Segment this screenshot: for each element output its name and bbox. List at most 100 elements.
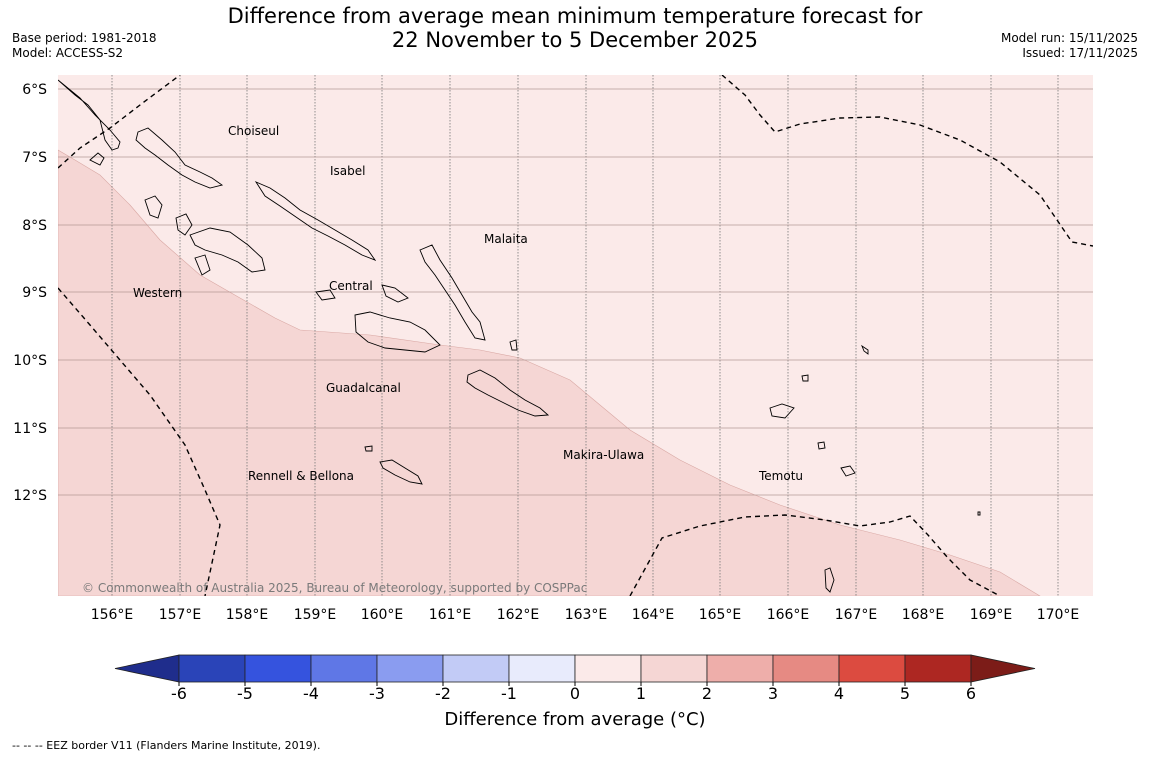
longitude-tick-label: 157°E xyxy=(159,607,202,623)
bellona-island xyxy=(364,445,373,452)
rendova-island xyxy=(194,254,211,276)
longitude-tick-label: 164°E xyxy=(632,607,675,623)
latitude-tick-label: 11°S xyxy=(13,421,47,437)
colorbar-tick-label: 4 xyxy=(834,684,844,703)
colorbar-tick-label: 2 xyxy=(702,684,712,703)
santa-cruz-island xyxy=(769,403,795,419)
colorbar-bin xyxy=(706,654,774,683)
longitude-tick-label: 161°E xyxy=(429,607,472,623)
longitude-tick-label: 165°E xyxy=(699,607,742,623)
longitude-tick-label: 166°E xyxy=(767,607,810,623)
colorbar-tick-label: -1 xyxy=(501,684,517,703)
colorbar-bin xyxy=(574,654,642,683)
longitude-tick-label: 163°E xyxy=(565,607,608,623)
region-label: Isabel xyxy=(330,164,365,178)
colorbar-bin xyxy=(508,654,576,683)
florida-islands xyxy=(381,284,409,303)
colorbar-tick-label: -5 xyxy=(237,684,253,703)
longitude-labels: 156°E 157°E 158°E 159°E 160°E 161°E 162°E 163°E… xyxy=(91,607,1080,623)
meta-left: Base period: 1981-2018 Model: ACCESS-S2 xyxy=(12,31,157,61)
colorbar-bin xyxy=(442,654,510,683)
colorbar-bin xyxy=(640,654,708,683)
bougainville-island xyxy=(58,79,121,151)
base-period: Base period: 1981-2018 xyxy=(12,31,157,45)
russell-islands xyxy=(315,289,336,301)
region-label: Guadalcanal xyxy=(326,381,401,395)
meta-right: Model run: 15/11/2025 Issued: 17/11/2025 xyxy=(1001,31,1138,61)
longitude-tick-label: 158°E xyxy=(226,607,269,623)
malaita-island xyxy=(419,244,486,341)
latitude-labels: 6°S 7°S 8°S 9°S 10°S 11°S 12°S xyxy=(13,82,47,504)
latitude-tick-label: 6°S xyxy=(22,82,47,98)
eez-border xyxy=(58,75,181,169)
makira-island xyxy=(466,369,550,417)
longitude-tick-label: 167°E xyxy=(835,607,878,623)
region-label: Rennell & Bellona xyxy=(248,469,354,483)
longitude-tick-label: 156°E xyxy=(91,607,134,623)
new-georgia-island xyxy=(189,227,266,273)
choiseul-island xyxy=(135,127,224,189)
colorbar-tick-label: 1 xyxy=(636,684,646,703)
region-label: Makira-Ulawa xyxy=(563,448,644,462)
latitude-tick-label: 9°S xyxy=(22,285,47,301)
longitude-tick-label: 169°E xyxy=(970,607,1013,623)
colorbar-bin xyxy=(310,654,378,683)
region-label: Temotu xyxy=(758,469,803,483)
colorbar-bin xyxy=(178,654,246,683)
colorbar-tick-label: 0 xyxy=(570,684,580,703)
coastlines xyxy=(58,79,981,593)
longitude-tick-label: 160°E xyxy=(361,607,404,623)
region-labels: Choiseul Isabel Malaita Western Central Guada… xyxy=(133,124,803,483)
model-run: Model run: 15/11/2025 xyxy=(1000,31,1138,45)
graticule xyxy=(58,75,1093,596)
map-area xyxy=(58,75,1093,596)
chart-title: Difference from average mean minimum tem… xyxy=(0,4,1150,52)
islet xyxy=(824,567,835,593)
title-line-1: Difference from average mean minimum tem… xyxy=(227,4,923,28)
islet xyxy=(817,441,826,450)
islet xyxy=(840,465,856,477)
region-label: Central xyxy=(329,279,373,293)
islet xyxy=(861,344,869,355)
colorbar-bin xyxy=(904,654,972,683)
islet xyxy=(977,511,981,516)
islet xyxy=(801,374,809,382)
region-label: Malaita xyxy=(484,232,528,246)
latitude-tick-label: 7°S xyxy=(22,150,47,166)
latitude-tick-label: 12°S xyxy=(13,488,47,504)
eez-border xyxy=(58,287,221,596)
longitude-tick-label: 162°E xyxy=(497,607,540,623)
colorbar-label: Difference from average (°C) xyxy=(444,709,706,730)
colorbar-bin xyxy=(772,654,840,683)
issued-date: Issued: 17/11/2025 xyxy=(1022,46,1138,60)
anomaly-1-2-fill xyxy=(58,149,1041,596)
model-name: Model: ACCESS-S2 xyxy=(12,46,124,60)
eez-border xyxy=(721,75,1093,247)
vella-lavella-island xyxy=(144,195,163,219)
colorbar-bin xyxy=(244,654,312,683)
colorbar-bin xyxy=(376,654,444,683)
copyright-notice: © Commonwealth of Australia 2025, Bureau… xyxy=(82,581,587,595)
guadalcanal-island xyxy=(354,311,441,353)
colorbar-tick-label: -6 xyxy=(171,684,187,703)
colorbar-extend-low xyxy=(114,654,180,683)
rennell-island xyxy=(379,459,423,485)
colorbar: -6 -5 -4 -3 -2 -1 0 1 2 3 4 5 6 xyxy=(114,654,1036,703)
latitude-tick-label: 8°S xyxy=(22,218,47,234)
colorbar-extend-high xyxy=(970,654,1036,683)
colorbar-tick-label: -3 xyxy=(369,684,385,703)
colorbar-tick-label: -4 xyxy=(303,684,319,703)
eez-note: -- -- -- EEZ border V11 (Flanders Marine… xyxy=(12,739,321,752)
title-line-2: 22 November to 5 December 2025 xyxy=(391,28,759,52)
colorbar-tick-label: 6 xyxy=(966,684,976,703)
region-label: Choiseul xyxy=(228,124,279,138)
colorbar-tick-label: 5 xyxy=(900,684,910,703)
kolombangara-island xyxy=(175,213,193,236)
colorbar-tick-label: 3 xyxy=(768,684,778,703)
eez-borders xyxy=(58,75,1093,596)
longitude-tick-label: 170°E xyxy=(1037,607,1080,623)
ulawa-island xyxy=(509,339,518,351)
islet xyxy=(89,152,105,166)
colorbar-bin xyxy=(838,654,906,683)
